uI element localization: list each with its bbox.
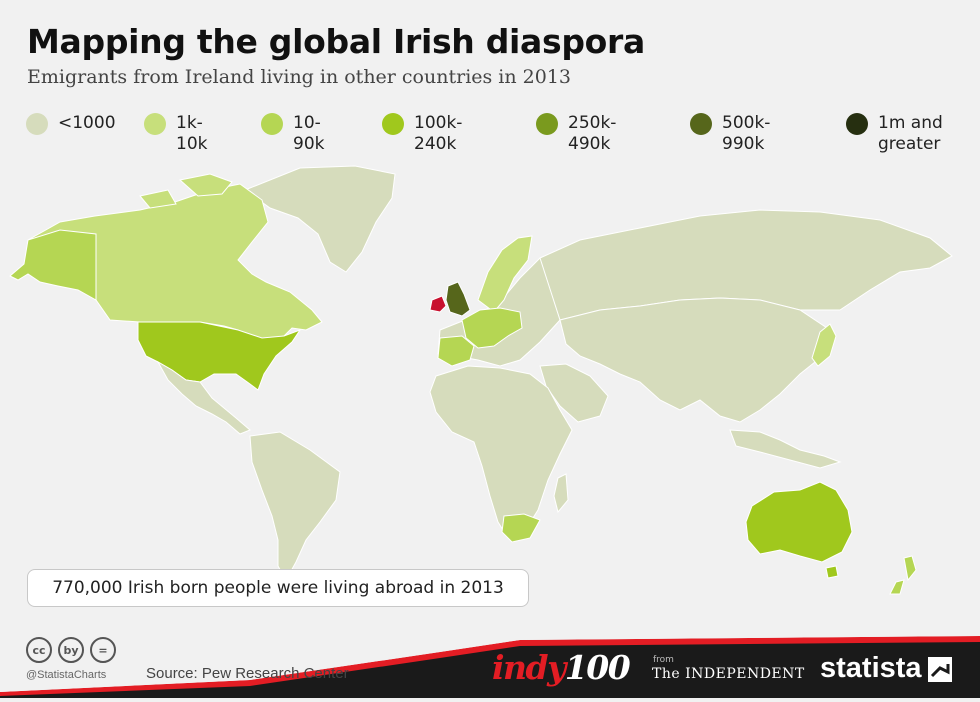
indy-number: 100 <box>564 648 631 687</box>
statista-logo: statista <box>820 652 952 685</box>
region-south-africa <box>501 513 541 543</box>
region-madagascar <box>553 473 569 514</box>
region-ireland <box>429 295 447 313</box>
region-greenland <box>243 165 396 273</box>
legend-swatch <box>261 113 283 135</box>
region-spain <box>437 335 475 367</box>
legend-label: 10-90k <box>293 113 325 154</box>
indy-word: indy <box>492 648 566 687</box>
footer-background <box>0 630 980 698</box>
legend-item-250k-490k: 250k-490k <box>536 113 616 155</box>
legend-swatch <box>536 113 558 135</box>
cc-license-icons: cc by = <box>26 637 116 663</box>
legend-swatch <box>382 113 404 135</box>
source-text: Source: Pew Research Center <box>146 665 349 682</box>
region-mexico <box>156 360 251 435</box>
legend-label: 1k-10k <box>176 113 208 154</box>
region-western-europe <box>461 307 523 349</box>
legend-item-500k-990k: 500k-990k <box>690 113 770 155</box>
legend-swatch <box>846 113 868 135</box>
independent-logo: The INDEPENDENT <box>652 666 805 682</box>
legend-swatch <box>26 113 48 135</box>
legend-item-10-90k: 10-90k <box>261 113 324 155</box>
legend-swatch <box>690 113 712 135</box>
indy100-logo: indy100 <box>492 648 631 687</box>
region-scandinavia <box>477 235 533 313</box>
legend-label: 250k-490k <box>568 113 617 154</box>
twitter-handle: @StatistaCharts <box>26 669 107 681</box>
region-tasmania <box>825 565 839 579</box>
legend-item-100k-240k: 100k-240k <box>382 113 462 155</box>
legend-label: 100k-240k <box>414 113 463 154</box>
region-south-america <box>249 431 341 582</box>
region-southeast-asia <box>729 429 842 469</box>
region-canada-islands <box>139 173 233 209</box>
region-japan <box>811 323 837 367</box>
no-derivatives-icon: = <box>90 637 116 663</box>
region-alaska <box>9 229 97 301</box>
world-map <box>9 165 953 595</box>
region-united-kingdom <box>445 281 471 317</box>
legend-item-1k-10k: 1k-10k <box>144 113 207 155</box>
statista-icon <box>927 656 952 682</box>
callout-box: 770,000 Irish born people were living ab… <box>27 569 529 607</box>
legend-item-lt1000: <1000 <box>26 113 116 135</box>
attribution-icon: by <box>58 637 84 663</box>
footer-bar <box>0 630 980 698</box>
cc-icon: cc <box>26 637 52 663</box>
legend-label: 1m and greater <box>878 113 943 154</box>
legend-label: <1000 <box>58 113 116 133</box>
region-asia <box>559 297 831 423</box>
from-label: from <box>653 655 674 665</box>
legend-item-1m-greater: 1m and greater <box>846 113 958 155</box>
chart-title: Mapping the global Irish diaspora <box>27 22 645 61</box>
footer-credits: cc by = @StatistaCharts <box>26 637 116 681</box>
statista-wordmark: statista <box>820 652 922 684</box>
region-new-zealand <box>889 555 917 595</box>
region-australia <box>745 481 853 563</box>
chart-subtitle: Emigrants from Ireland living in other c… <box>27 66 572 88</box>
legend-swatch <box>144 113 166 135</box>
legend-label: 500k-990k <box>722 113 771 154</box>
